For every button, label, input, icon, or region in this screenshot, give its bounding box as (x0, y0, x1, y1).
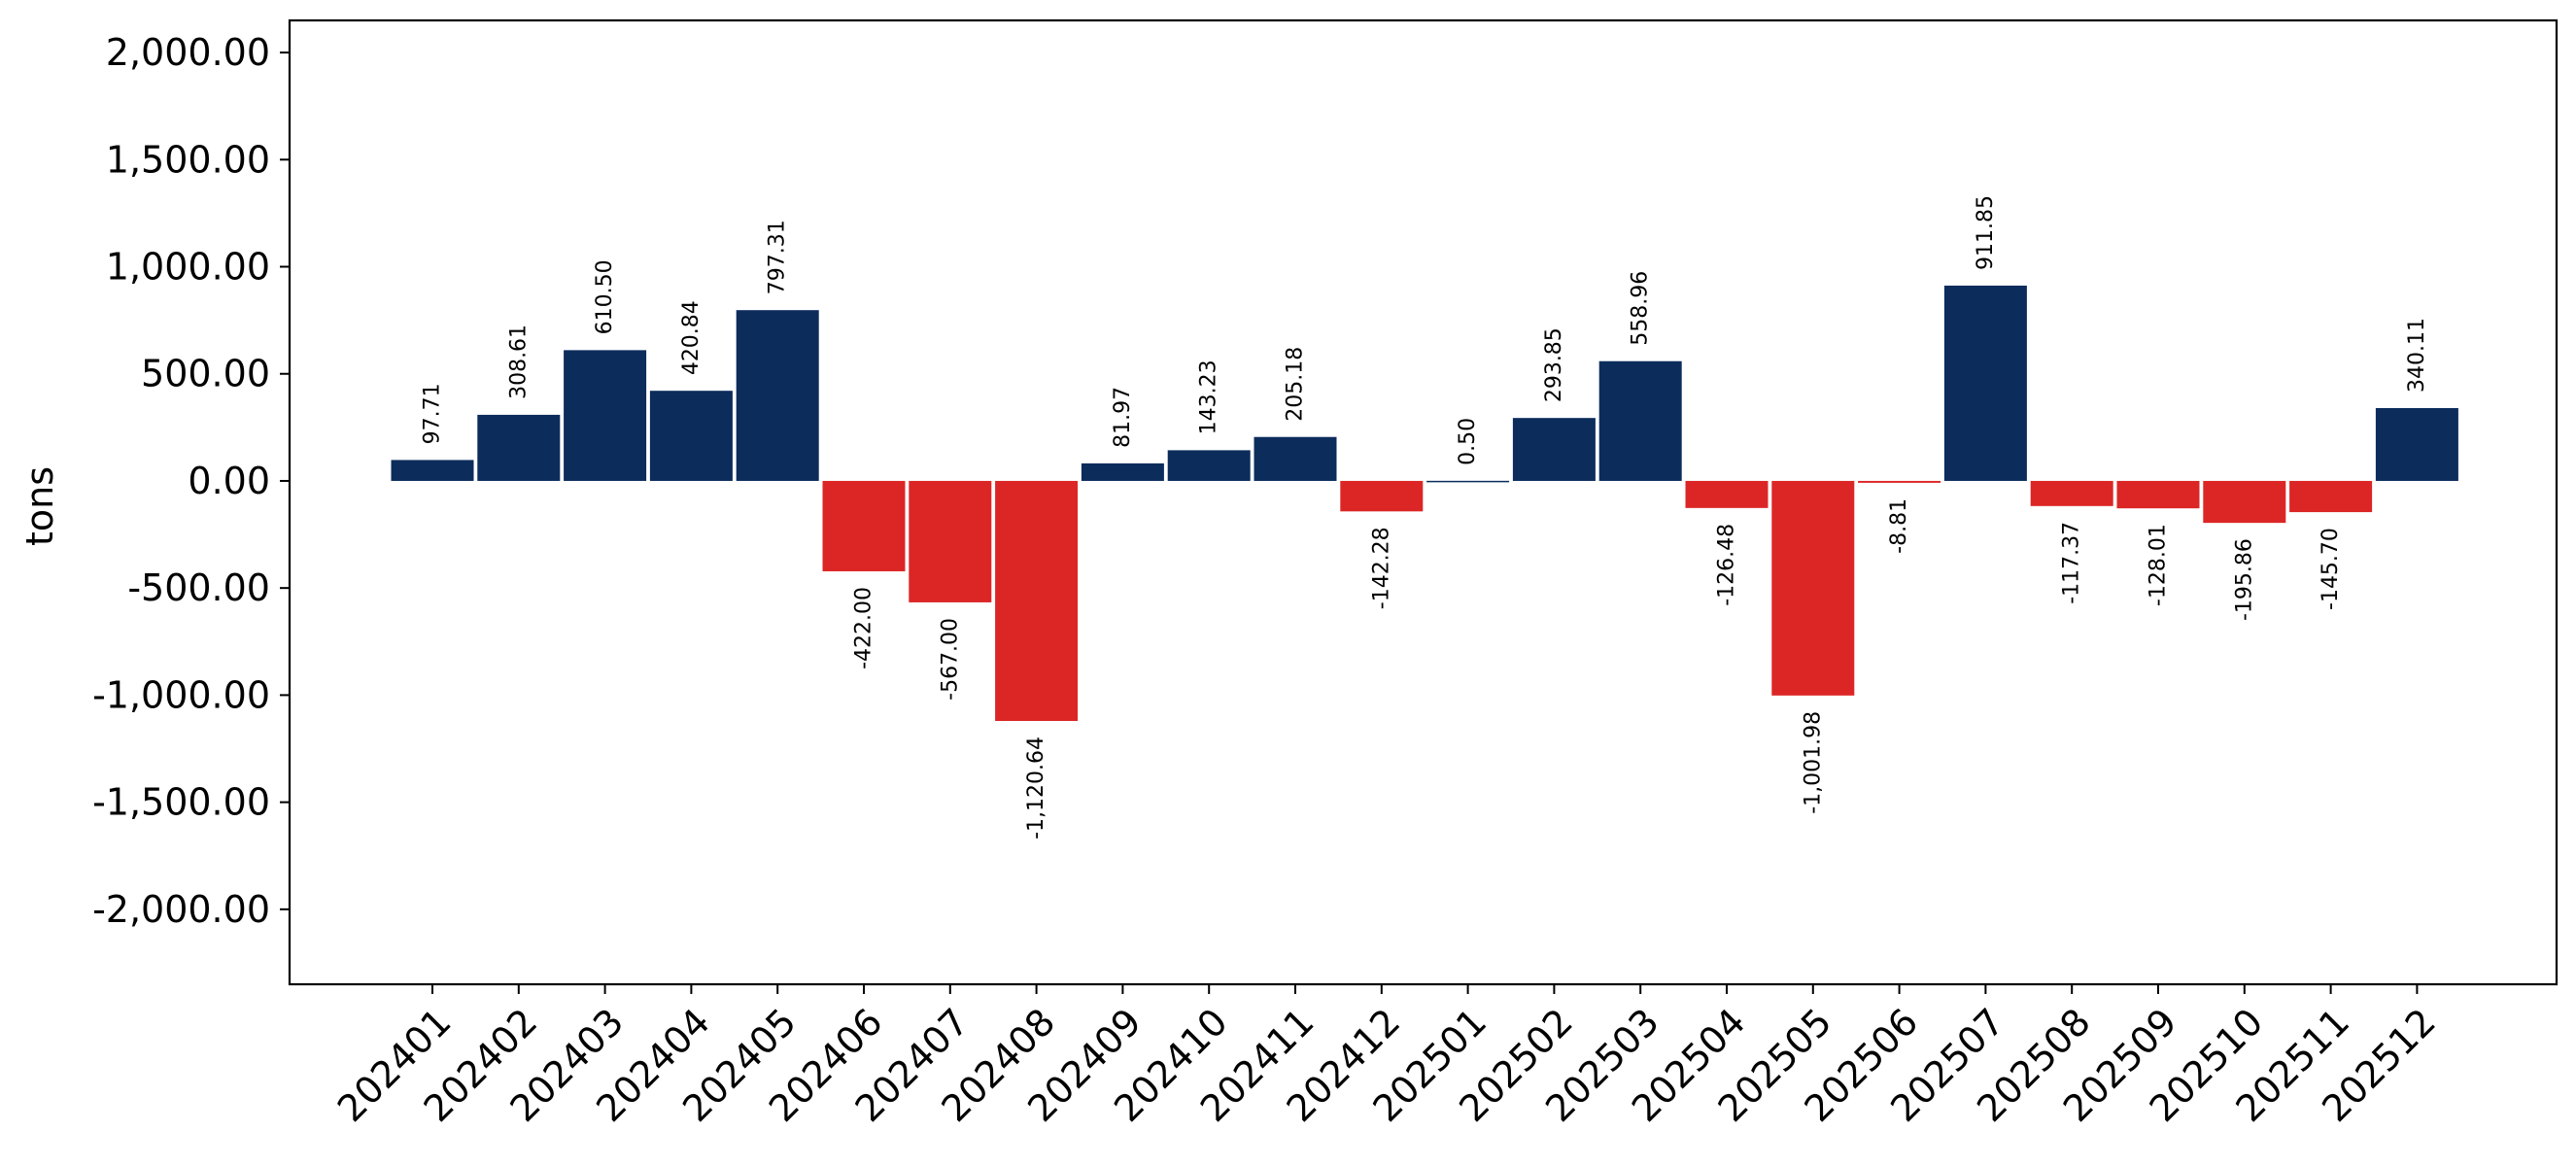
bar-202401 (391, 460, 474, 481)
y-tick-label: 2,000.00 (106, 31, 270, 74)
data-label-202508: -117.37 (2060, 522, 2084, 604)
bar-202504 (1685, 480, 1769, 508)
data-label-202502: 293.85 (1542, 327, 1566, 402)
data-label-202407: -567.00 (938, 618, 962, 701)
data-label-202512: 340.11 (2405, 318, 2429, 393)
data-label-202510: -195.86 (2232, 538, 2256, 621)
data-label-202511: -145.70 (2318, 528, 2343, 610)
data-label-202503: 558.96 (1629, 271, 1653, 346)
bars-group (391, 285, 2458, 721)
y-axis-label: tons (18, 466, 61, 546)
data-label-202509: -128.01 (2147, 524, 2171, 606)
data-label-202507: 911.85 (1974, 195, 1998, 270)
data-label-202406: -422.00 (852, 587, 876, 669)
data-label-202501: 0.50 (1456, 418, 1480, 465)
data-label-202402: 308.61 (506, 325, 531, 399)
bar-202512 (2375, 407, 2458, 481)
y-tick-label: 500.00 (141, 353, 270, 395)
bar-202508 (2030, 480, 2113, 506)
data-labels-group: 97.71 308.61 610.50 420.84 797.31 -422.00 -567… (421, 195, 2429, 839)
y-tick-label: -2,000.00 (92, 888, 270, 931)
bar-202407 (909, 480, 992, 602)
bar-202406 (822, 480, 906, 571)
bar-202509 (2116, 480, 2200, 509)
data-label-202409: 81.97 (1111, 387, 1135, 448)
y-tick-label: 1,500.00 (106, 138, 270, 181)
bar-202511 (2289, 480, 2373, 513)
data-label-202401: 97.71 (421, 383, 445, 444)
bar-202408 (995, 480, 1079, 721)
y-axis: -2,000.00 -1,500.00 -1,000.00 -500.00 0.00 50… (92, 31, 290, 931)
data-label-202411: 205.18 (1284, 347, 1308, 422)
bar-202503 (1598, 360, 1682, 481)
data-label-202404: 420.84 (679, 300, 704, 375)
bar-202502 (1512, 418, 1596, 481)
bar-202409 (1081, 463, 1164, 481)
bar-202402 (477, 414, 561, 481)
y-tick-label: -1,000.00 (92, 673, 270, 716)
bar-202405 (736, 310, 819, 481)
bar-202410 (1167, 450, 1251, 481)
y-tick-label: -1,500.00 (92, 781, 270, 824)
data-label-202505: -1,001.98 (1801, 711, 1825, 814)
data-label-202405: 797.31 (766, 220, 790, 294)
bar-202404 (649, 391, 733, 481)
bar-202501 (1426, 480, 1510, 483)
y-tick-label: 0.00 (188, 460, 270, 502)
bar-202403 (564, 350, 647, 481)
bar-202506 (1858, 480, 1941, 483)
y-tick-label: -500.00 (127, 566, 270, 609)
bar-202505 (1771, 480, 1855, 696)
y-tick-label: 1,000.00 (106, 246, 270, 289)
plot-frame (288, 18, 2559, 986)
bar-202411 (1254, 436, 1337, 481)
data-label-202410: 143.23 (1197, 360, 1221, 434)
data-label-202504: -126.48 (1715, 524, 1739, 606)
bar-202507 (1943, 285, 2027, 481)
bar-202510 (2203, 480, 2286, 524)
data-label-202408: -1,120.64 (1024, 737, 1048, 839)
data-label-202403: 610.50 (593, 259, 617, 334)
bar-202412 (1340, 480, 1424, 512)
data-label-202506: -8.81 (1887, 498, 1911, 554)
data-label-202412: -142.28 (1369, 527, 1393, 609)
